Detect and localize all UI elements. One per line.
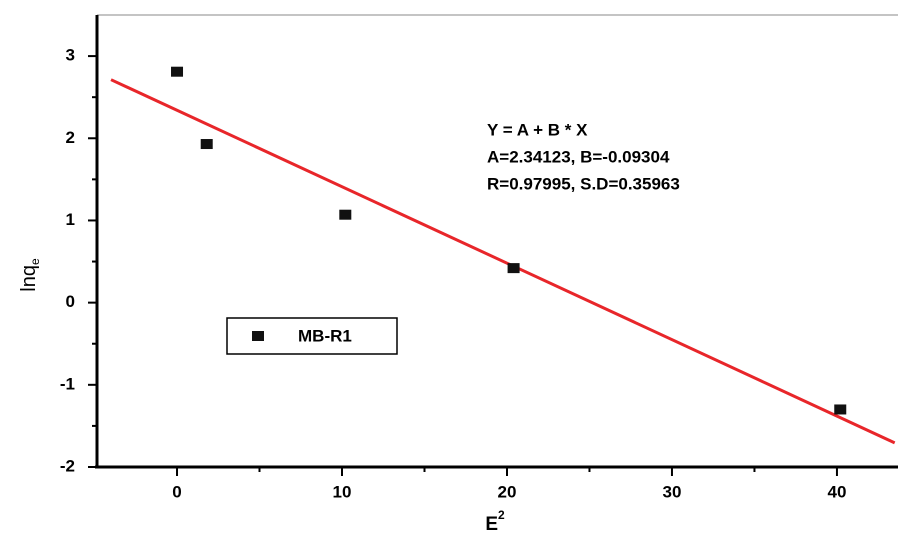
y-tick-label: 1 — [66, 210, 75, 229]
legend-marker — [252, 331, 264, 341]
data-point — [171, 66, 184, 77]
annotation: R=0.97995, S.D=0.35963 — [487, 174, 680, 193]
y-tick-label: 2 — [66, 128, 75, 147]
x-label-sup: 2 — [498, 508, 505, 522]
x-tick-label: 0 — [172, 482, 181, 501]
y-label-main: lnq — [18, 265, 40, 292]
y-tick-label: -2 — [60, 456, 75, 475]
y-tick-label: 3 — [66, 46, 75, 65]
x-tick-label: 40 — [827, 482, 846, 501]
data-point — [339, 209, 352, 220]
data-point — [507, 263, 520, 274]
y-tick-label: 0 — [66, 292, 75, 311]
x-tick-label: 10 — [333, 482, 352, 501]
data-point — [834, 404, 847, 415]
legend-label: MB-R1 — [298, 326, 352, 345]
x-label-main: E — [485, 514, 498, 535]
annotation: Y = A + B * X — [487, 120, 588, 139]
data-point — [200, 139, 213, 150]
fit-line — [110, 78, 896, 445]
y-label-sub: e — [28, 258, 42, 265]
annotation: A=2.34123, B=-0.09304 — [487, 147, 670, 166]
x-tick-label: 30 — [663, 482, 682, 501]
x-axis-label: E2 — [485, 508, 505, 535]
y-axis-label: lnqe — [18, 258, 42, 292]
x-tick-label: 20 — [498, 482, 517, 501]
y-tick-label: -1 — [60, 374, 75, 393]
